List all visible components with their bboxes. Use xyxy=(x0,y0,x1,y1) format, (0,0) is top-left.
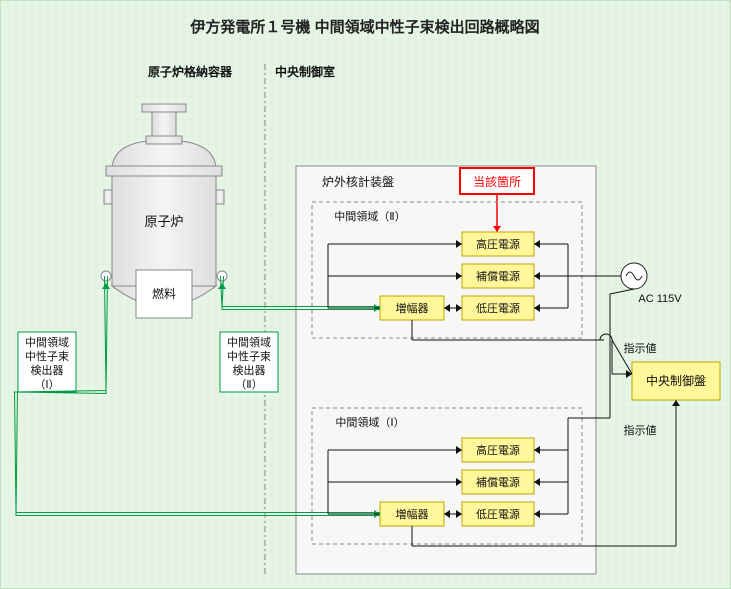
reactor-neck xyxy=(152,108,176,140)
reactor-label: 原子炉 xyxy=(144,214,183,229)
detector-left xyxy=(101,271,111,281)
callout-text: 当該箇所 xyxy=(473,174,521,189)
region-1-hv-label: 高圧電源 xyxy=(476,443,520,457)
page-title: 伊方発電所１号機 中間領域中性子束検出回路概略図 xyxy=(189,18,539,36)
region-1-title: 中間領域（Ⅰ） xyxy=(335,415,404,429)
section-right-label: 中央制御室 xyxy=(275,64,335,79)
detector-right xyxy=(217,271,227,281)
reactor-nozzle xyxy=(104,190,112,204)
region-1-amp-label: 増幅器 xyxy=(396,508,429,521)
detector-left-label-line: 検出器 xyxy=(31,363,64,377)
indication-upper: 指示値 xyxy=(624,341,657,355)
reactor-cap xyxy=(142,104,186,112)
region-1-comp-label: 補償電源 xyxy=(476,475,520,489)
detector-right-label-line: 中間領域 xyxy=(227,335,271,349)
detector-left-label-line: （Ⅰ） xyxy=(34,378,59,391)
detector-right-label-line: （Ⅱ） xyxy=(235,378,262,391)
region-2-title: 中間領域（Ⅱ） xyxy=(334,209,405,223)
region-2-amp-label: 増幅器 xyxy=(396,302,429,315)
panel-title: 炉外核計装盤 xyxy=(322,174,394,189)
diagram-svg: 伊方発電所１号機 中間領域中性子束検出回路概略図原子炉格納容器 中央制御室原子炉燃… xyxy=(0,0,731,589)
detector-right-label-line: 中性子束 xyxy=(227,349,271,363)
fuel-label: 燃料 xyxy=(152,286,176,301)
reactor-nozzle xyxy=(216,190,224,204)
region-1-lv-label: 低圧電源 xyxy=(476,507,520,521)
region-2-comp-label: 補償電源 xyxy=(476,269,520,283)
section-left-label: 原子炉格納容器 xyxy=(148,64,233,79)
diagram-root: 伊方発電所１号機 中間領域中性子束検出回路概略図原子炉格納容器 中央制御室原子炉燃… xyxy=(0,0,731,589)
indication-lower: 指示値 xyxy=(624,423,657,437)
region-2-hv-label: 高圧電源 xyxy=(476,237,520,251)
detector-left-label-line: 中間領域 xyxy=(25,335,69,349)
detector-left-label-line: 中性子束 xyxy=(25,349,69,363)
reactor-flange xyxy=(106,166,222,176)
control-panel-label: 中央制御盤 xyxy=(646,373,706,388)
ac-source-label: AC 115V xyxy=(638,293,682,305)
reactor-neck-flange xyxy=(146,136,182,144)
detector-right-label-line: 検出器 xyxy=(233,363,266,377)
region-2-lv-label: 低圧電源 xyxy=(476,301,520,315)
